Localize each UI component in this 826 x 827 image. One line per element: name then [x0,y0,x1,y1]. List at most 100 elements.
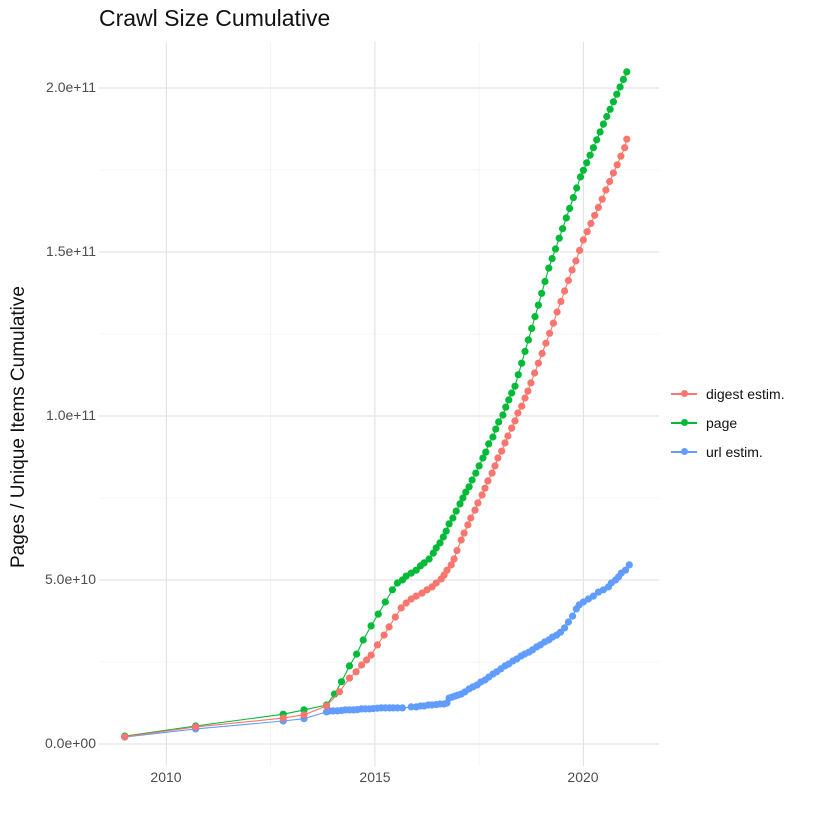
data-point [562,214,570,222]
data-point [613,90,621,98]
data-point [623,68,631,76]
series-page [121,68,631,740]
data-point [475,462,483,470]
data-point [561,287,569,295]
data-point [471,506,479,514]
data-point [459,494,467,502]
data-point [462,488,470,496]
data-point [498,447,506,455]
data-point [485,440,493,448]
data-point [538,289,546,297]
data-point [524,336,533,344]
data-point [587,219,595,228]
data-point [472,469,480,477]
x-tick-label: 2020 [567,769,599,785]
data-point [407,703,415,711]
data-point [528,324,536,332]
data-point [464,521,472,529]
data-point [579,236,588,244]
data-point [468,476,476,484]
data-point [391,613,399,621]
data-point [511,382,519,390]
y-tick-label: 5.0e+10 [45,571,96,587]
data-point [508,389,516,397]
data-point [373,641,381,649]
data-point [564,276,573,285]
data-point [541,277,549,286]
data-point [557,297,565,306]
data-point [353,650,361,658]
data-point [504,432,512,440]
data-point [621,566,630,574]
data-point [623,135,631,143]
data-point [514,409,522,417]
data-point [481,484,489,492]
data-point [606,105,614,113]
data-point [467,514,475,522]
data-point [621,144,629,152]
data-point [489,433,497,441]
legend-item-digest: digest estim. [671,379,785,408]
data-point [465,483,473,491]
data-point [484,477,492,485]
data-point [548,255,556,263]
data-point [598,195,606,203]
legend-item-url: url estim. [671,437,785,466]
data-point [398,704,406,712]
data-point [502,403,510,411]
data-point [192,723,200,731]
data-point [593,136,601,144]
data-point [555,234,563,242]
data-point [439,533,447,541]
legend-label: digest estim. [706,385,785,402]
data-point [456,500,464,508]
data-point [488,469,496,477]
data-point [586,151,594,159]
data-point [549,319,558,327]
data-point [531,313,539,321]
data-point [596,128,604,136]
data-point [559,225,567,233]
data-point [576,173,585,181]
data-point [374,610,382,618]
data-point [616,83,624,91]
legend-key-url-icon [671,447,697,457]
chart-title: Crawl Size Cumulative [99,5,331,31]
data-point [495,418,503,426]
data-point [457,536,465,544]
legend-key-page-icon [671,418,697,428]
data-point [545,264,553,272]
data-point [453,546,461,555]
data-point [367,651,375,659]
data-point [518,359,526,367]
data-point [381,598,389,606]
data-point [492,425,500,433]
data-point [566,204,574,212]
data-point [603,112,611,121]
data-point [569,194,578,202]
data-point [397,604,405,612]
data-point [564,618,573,626]
data-point [553,308,561,316]
x-tick-label: 2015 [359,769,391,785]
y-tick-label: 1.5e+11 [46,243,96,259]
data-point [617,152,625,160]
data-point [279,714,287,722]
x-tick-label: 2010 [150,769,182,785]
data-point [521,347,529,355]
data-point [511,417,519,425]
data-point [393,704,401,712]
data-point [551,245,560,253]
data-point [613,161,621,169]
y-tick-label: 0.0e+00 [45,735,96,751]
data-point [542,339,550,347]
data-point [322,702,331,710]
data-point [609,169,618,177]
legend-label: url estim. [706,443,763,460]
data-point [589,144,598,152]
data-point [609,98,618,106]
data-point [385,623,393,631]
legend: digest estim. page url estim. [671,379,785,466]
legend-item-page: page [671,408,785,437]
